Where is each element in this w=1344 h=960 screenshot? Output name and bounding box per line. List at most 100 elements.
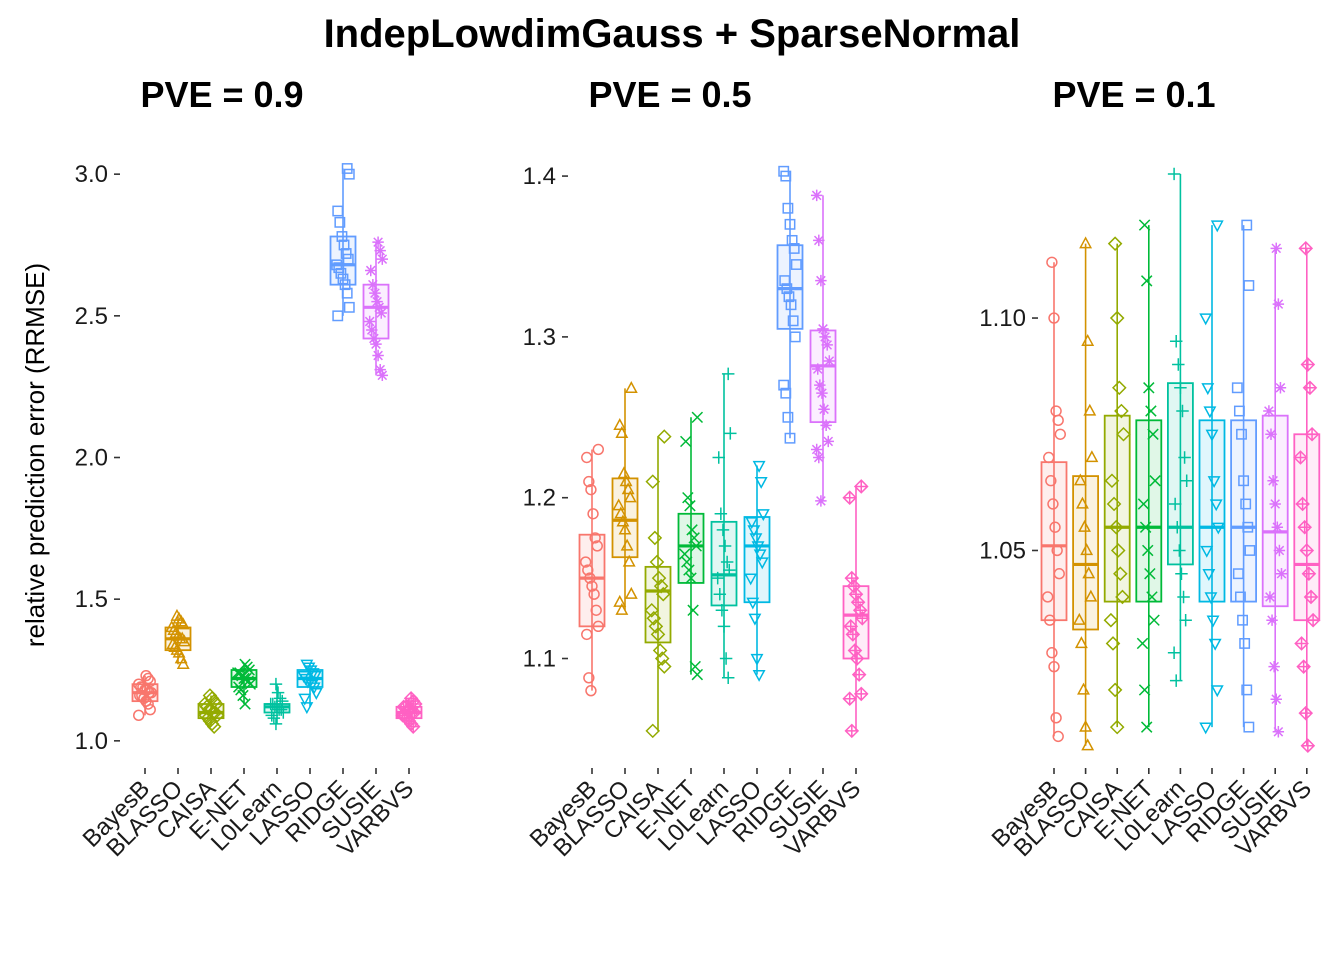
series-blasso xyxy=(1072,236,1099,751)
data-point xyxy=(747,525,761,538)
panel-1: PVE = 0.91.01.52.02.53.0BayesBBLASSOCAIS… xyxy=(75,74,423,862)
data-point xyxy=(686,524,698,536)
data-point xyxy=(1270,242,1282,255)
y-axis-title: relative prediction error (RRMSE) xyxy=(20,263,50,647)
data-point xyxy=(1242,521,1254,533)
data-point xyxy=(614,506,628,519)
data-point xyxy=(202,688,218,703)
data-point xyxy=(778,379,790,391)
data-point xyxy=(269,717,283,731)
data-point xyxy=(133,709,145,722)
data-point xyxy=(678,548,691,560)
data-point xyxy=(618,522,632,535)
data-point xyxy=(1143,382,1155,394)
data-point xyxy=(721,367,735,381)
data-point xyxy=(819,331,831,343)
data-point xyxy=(1298,241,1314,256)
series-l0learn xyxy=(263,677,291,731)
series-l0learn xyxy=(710,367,738,685)
data-point xyxy=(713,587,727,601)
data-point xyxy=(1145,405,1157,417)
data-point xyxy=(680,435,692,448)
data-point xyxy=(1082,566,1096,579)
data-point xyxy=(581,451,593,464)
data-point xyxy=(1078,519,1092,532)
data-point xyxy=(613,594,627,607)
data-point xyxy=(752,669,766,682)
data-point xyxy=(1304,426,1320,442)
data-point xyxy=(844,570,860,586)
series-bayesb xyxy=(131,669,159,722)
data-point xyxy=(584,572,596,584)
data-point xyxy=(271,686,285,699)
data-point xyxy=(372,236,384,248)
y-tick-label: 2.5 xyxy=(75,303,108,330)
data-point xyxy=(656,429,672,444)
data-point xyxy=(273,692,287,705)
data-point xyxy=(1169,674,1183,687)
series-susie xyxy=(362,236,390,382)
panel-title: PVE = 0.9 xyxy=(140,74,303,115)
data-point xyxy=(617,466,631,479)
series-caisa xyxy=(1103,236,1131,735)
data-point xyxy=(1303,589,1319,605)
series-ridge xyxy=(329,163,357,322)
box xyxy=(1135,419,1163,603)
series-blasso xyxy=(164,608,192,669)
data-point xyxy=(1139,521,1152,533)
data-point xyxy=(1296,659,1311,674)
data-point xyxy=(813,451,825,464)
data-point xyxy=(1173,544,1186,557)
data-point xyxy=(1140,275,1153,287)
data-point xyxy=(166,637,180,650)
data-point xyxy=(234,667,246,679)
data-point xyxy=(1231,382,1243,394)
data-point xyxy=(812,363,824,375)
data-point xyxy=(822,435,834,448)
data-point xyxy=(780,387,792,399)
data-point xyxy=(165,620,179,633)
data-point xyxy=(844,723,860,739)
panel-title: PVE = 0.1 xyxy=(1052,74,1215,115)
data-point xyxy=(1175,567,1188,580)
series-lasso xyxy=(296,659,324,715)
data-point xyxy=(1240,498,1252,510)
series-bayesb xyxy=(1040,256,1068,743)
data-point xyxy=(1169,335,1183,348)
data-point xyxy=(170,608,184,621)
data-point xyxy=(1232,568,1244,580)
data-point xyxy=(716,523,730,537)
data-point xyxy=(648,619,664,634)
y-tick-label: 3.0 xyxy=(75,161,108,188)
data-point xyxy=(816,387,828,399)
data-point xyxy=(719,652,733,665)
data-point xyxy=(1210,220,1224,233)
data-point xyxy=(581,628,593,641)
data-point xyxy=(585,483,597,496)
data-point xyxy=(1178,451,1191,464)
data-point xyxy=(817,323,829,335)
data-point xyxy=(616,514,630,527)
data-point xyxy=(782,202,794,214)
panel-3: PVE = 0.11.051.10BayesBBLASSOCAISAE-NETL… xyxy=(979,74,1321,862)
data-point xyxy=(1140,721,1153,733)
box xyxy=(809,329,837,424)
data-point xyxy=(1048,312,1060,324)
data-point xyxy=(1241,219,1253,231)
panel-2: PVE = 0.51.11.21.31.4BayesBBLASSOCAISAE-… xyxy=(523,74,870,862)
data-point xyxy=(338,239,350,251)
data-point xyxy=(1237,614,1248,626)
data-point xyxy=(585,684,597,697)
data-point xyxy=(1142,544,1154,557)
data-point xyxy=(591,540,603,552)
data-point xyxy=(1043,451,1055,464)
box xyxy=(1261,414,1289,608)
box xyxy=(1198,419,1226,603)
data-point xyxy=(1269,498,1281,510)
data-point xyxy=(1138,219,1151,231)
data-point xyxy=(1137,498,1150,510)
data-point xyxy=(231,667,244,679)
series-bayesb xyxy=(578,443,606,697)
data-point xyxy=(264,697,277,711)
data-point xyxy=(374,363,386,376)
